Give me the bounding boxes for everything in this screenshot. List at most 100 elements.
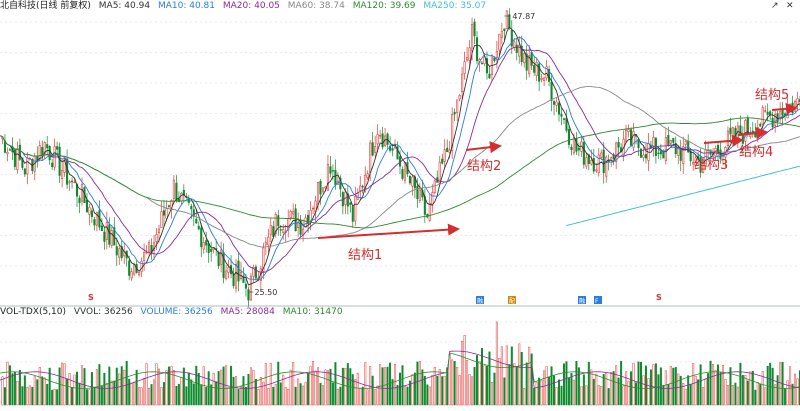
candle: [234, 263, 238, 289]
volume-header: VOL-TDX(5,10) VVOL: 36256 VOLUME: 36256 …: [0, 306, 348, 319]
candle: [237, 260, 240, 282]
volume-bar: [746, 380, 749, 406]
candle: [93, 219, 96, 226]
volume-bar: [630, 371, 633, 406]
s-marker: S: [656, 293, 662, 302]
candle: [374, 146, 377, 153]
candle: [731, 127, 734, 136]
volume-bar: [642, 375, 645, 406]
volume-bar: [66, 378, 69, 406]
volume-bar: [771, 367, 774, 406]
ma250-line: [566, 165, 800, 227]
volume-bar: [654, 363, 657, 406]
candle: [354, 196, 357, 222]
candle: [371, 142, 374, 156]
volume-bar: [43, 377, 46, 406]
volume-bar: [46, 383, 49, 406]
candle: [480, 62, 484, 65]
candle: [103, 231, 106, 242]
structure-3-label: 结构3: [694, 158, 729, 173]
volume-bar: [150, 384, 153, 406]
volume-bar: [319, 382, 322, 406]
candle: [90, 210, 93, 218]
volume-bar: [394, 363, 397, 406]
candle: [545, 66, 548, 79]
event-marker-icon: [594, 296, 602, 304]
volume-bar: [644, 365, 647, 406]
volume-bar: [376, 385, 379, 406]
volume-bar: [734, 382, 737, 406]
volume-bar: [595, 373, 598, 406]
candle: [274, 213, 277, 235]
volume-bar: [580, 386, 583, 406]
candle: [761, 107, 764, 125]
candle: [311, 207, 315, 210]
candle: [128, 260, 131, 276]
volume-bar: [719, 372, 722, 406]
candle: [552, 101, 556, 105]
volume-bar: [488, 351, 491, 406]
candle: [292, 211, 295, 215]
volume-bar: [200, 384, 203, 406]
volume-bar: [118, 373, 121, 406]
candle: [595, 169, 598, 172]
candle: [8, 149, 11, 151]
candle: [495, 51, 498, 58]
volume-bar: [615, 365, 618, 406]
volume-bar: [590, 369, 593, 406]
candle: [689, 150, 692, 162]
candle: [590, 160, 593, 165]
volume-bar: [212, 372, 215, 406]
volume-bar: [431, 375, 434, 406]
volume-bar: [403, 385, 406, 406]
candle: [692, 162, 695, 165]
volume-bar: [495, 321, 498, 406]
volume-bar: [80, 365, 83, 406]
candle: [530, 52, 533, 66]
volume-bar: [359, 387, 362, 406]
candle: [779, 111, 782, 120]
candle: [565, 117, 568, 131]
volume-bar: [726, 385, 729, 406]
volume-bar: [416, 361, 419, 406]
volume-bar: [543, 370, 546, 406]
candle: [252, 266, 255, 277]
candle: [58, 146, 61, 176]
candle: [210, 248, 213, 252]
candle: [366, 173, 369, 179]
candle: [669, 140, 672, 144]
candle: [100, 225, 103, 231]
structure-4-arrow: [737, 127, 768, 140]
expand-icon[interactable]: ↗: [771, 1, 779, 11]
volume-bar: [456, 366, 459, 406]
candle: [540, 78, 543, 80]
candle: [793, 101, 797, 112]
volume-bar: [535, 382, 538, 406]
volume-bar: [207, 371, 210, 406]
volume-bar: [237, 388, 240, 406]
volume-bar: [707, 373, 710, 406]
volume-bar: [553, 375, 556, 406]
candle: [180, 192, 183, 202]
volume-bar: [610, 372, 613, 406]
volume-bar: [13, 371, 16, 406]
volume-bar: [635, 382, 638, 406]
candle: [508, 14, 511, 29]
volume-bar: [736, 386, 739, 406]
ma10-value: MA10: 40.81: [157, 1, 215, 11]
structure-5-label: 结构5: [755, 88, 790, 103]
volume-bar: [302, 385, 305, 406]
candle: [359, 185, 362, 192]
close-icon[interactable]: ✕: [786, 1, 794, 11]
volume-bar: [235, 376, 238, 406]
candle: [471, 24, 474, 52]
candle: [220, 249, 223, 265]
candle: [587, 154, 590, 164]
candle: [68, 181, 71, 183]
candle: [304, 217, 307, 228]
candle: [557, 102, 561, 115]
volume-bar: [476, 355, 479, 406]
candle: [411, 176, 414, 187]
volume-bar: [190, 379, 193, 406]
